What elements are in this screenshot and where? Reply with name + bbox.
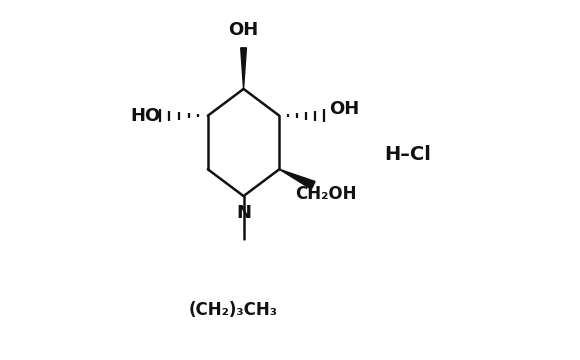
Text: N: N <box>236 204 251 222</box>
Text: OH: OH <box>329 100 360 118</box>
Text: HO: HO <box>130 107 161 125</box>
Text: OH: OH <box>229 21 259 39</box>
Polygon shape <box>241 48 246 89</box>
Text: H–Cl: H–Cl <box>385 145 432 165</box>
Text: (CH₂)₃CH₃: (CH₂)₃CH₃ <box>188 301 277 319</box>
Text: CH₂OH: CH₂OH <box>295 185 357 203</box>
Polygon shape <box>280 169 315 189</box>
